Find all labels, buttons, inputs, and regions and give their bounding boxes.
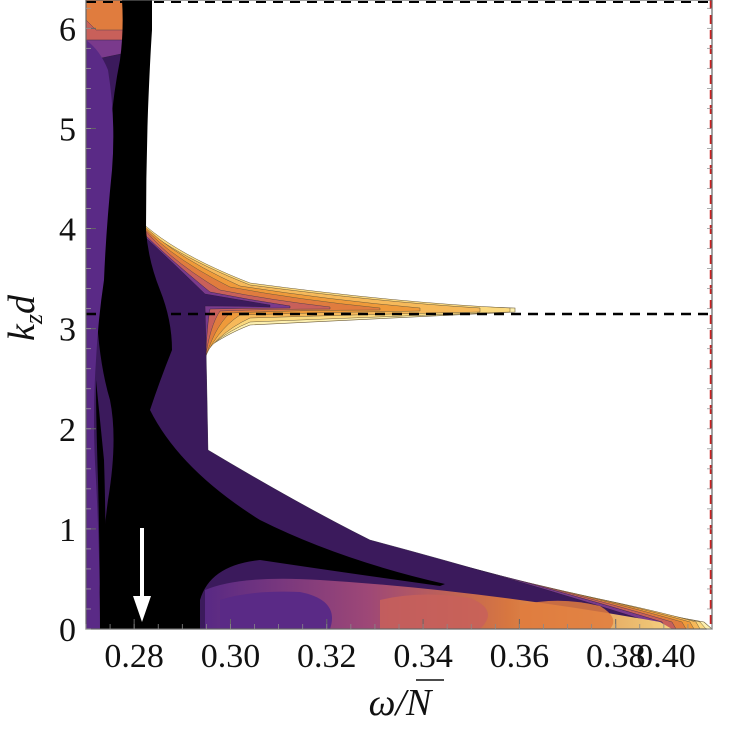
x-tick-label: 0.38 [586, 638, 646, 675]
y-tick-label: 3 [59, 312, 76, 349]
y-tick-label: 6 [59, 11, 76, 48]
x-axis-label-main: ω/ [369, 682, 410, 724]
tail-lobe-4 [520, 600, 614, 629]
x-tick-label: 0.32 [297, 638, 357, 675]
y-axis-label-tail: d [1, 294, 43, 314]
svg-text:kzd: kzd [1, 294, 48, 341]
x-tick-label: 0.40 [636, 638, 696, 675]
svg-text:ω/N: ω/N [369, 682, 434, 724]
y-tick-label: 1 [59, 512, 76, 549]
y-tick-label: 4 [59, 212, 76, 249]
y-tick-label: 0 [59, 612, 76, 649]
y-axis-label-sub: z [19, 314, 48, 325]
indicator-arrow [133, 528, 151, 622]
y-axis: 0 1 2 3 4 5 6 [59, 7, 712, 649]
left-band-inner [96, 380, 106, 629]
x-tick-label: 0.28 [104, 638, 164, 675]
y-tick-label: 2 [59, 412, 76, 449]
x-axis-label: ω/N [369, 679, 444, 724]
left-band [86, 40, 114, 629]
y-axis-label-main: k [1, 323, 43, 341]
y-tick-label: 5 [59, 111, 76, 148]
y-axis-label: kzd [1, 294, 48, 341]
tail-lobe-3 [380, 594, 488, 629]
x-tick-label: 0.36 [490, 638, 550, 675]
tail-lobe-2 [220, 591, 332, 629]
x-tick-label: 0.34 [393, 638, 453, 675]
x-tick-label: 0.30 [201, 638, 261, 675]
x-axis: 0.28 0.30 0.32 0.34 0.36 0.380.40 [85, 619, 713, 675]
core-region [96, 0, 445, 629]
x-axis-label-symbol: N [405, 682, 434, 724]
